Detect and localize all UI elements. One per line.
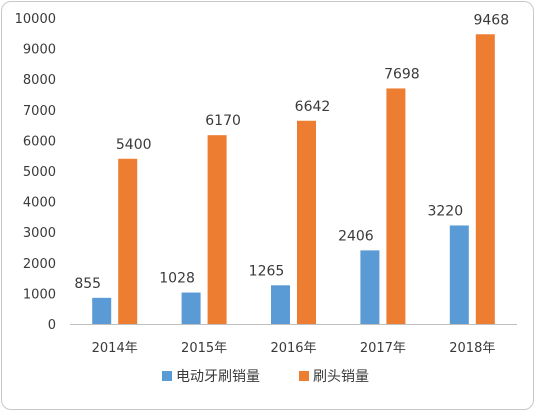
data-label-s1-3: 7698 (384, 66, 420, 82)
bar-s0-0 (92, 297, 112, 324)
y-tick-label-9: 9000 (23, 43, 56, 58)
data-label-s0-1: 1028 (159, 271, 195, 287)
y-tick-label-5: 5000 (23, 165, 56, 180)
bar-s1-3 (386, 88, 406, 325)
y-tick-label-10: 10000 (15, 12, 56, 27)
legend-swatch-0 (162, 371, 172, 381)
bar-s0-2 (271, 285, 290, 324)
y-axis-ticks: 0 1000 2000 3000 4000 5000 6000 7000 8000 9000 100… (15, 12, 56, 333)
bar-s1-0 (118, 158, 138, 324)
y-tick-label-0: 0 (48, 318, 56, 333)
y-tick-label-4: 4000 (23, 196, 56, 211)
x-tick-label-1: 2015年 (181, 341, 227, 356)
y-tick-label-3: 3000 (23, 226, 56, 241)
bar-s1-1 (207, 135, 227, 324)
y-tick-label-8: 8000 (23, 73, 56, 88)
data-label-s0-2: 1265 (249, 263, 285, 279)
data-label-s1-1: 6170 (205, 113, 241, 129)
data-label-s0-0: 855 (74, 276, 101, 292)
x-axis-ticks: 2014年 2015年 2016年 2017年 2018年 (92, 341, 496, 356)
bar-s0-4 (449, 225, 469, 324)
bar-s0-1 (181, 292, 201, 324)
data-label-s0-4: 3220 (427, 203, 463, 219)
x-tick-label-3: 2017年 (360, 341, 406, 356)
data-labels-group: 855 5400 1028 6170 1265 6642 2406 7698 3220 9468 (74, 12, 509, 292)
x-tick-label-0: 2014年 (92, 341, 138, 356)
bar-s1-2 (297, 120, 316, 325)
y-tick-label-6: 6000 (23, 134, 56, 149)
legend-label-0: 电动牙刷销量 (176, 369, 260, 385)
y-tick-label-1: 1000 (23, 287, 56, 302)
x-tick-label-2: 2016年 (270, 341, 316, 356)
bar-s1-4 (475, 34, 495, 324)
legend-label-1: 刷头销量 (313, 369, 369, 385)
y-tick-label-7: 7000 (23, 104, 56, 119)
data-label-s1-2: 6642 (295, 99, 331, 115)
legend: 电动牙刷销量 刷头销量 (162, 369, 369, 385)
x-tick-label-4: 2018年 (449, 341, 495, 356)
legend-swatch-1 (299, 371, 309, 381)
bar-s0-3 (360, 250, 380, 324)
data-label-s1-0: 5400 (116, 137, 152, 153)
y-tick-label-2: 2000 (23, 257, 56, 272)
data-label-s1-4: 9468 (473, 12, 509, 28)
bars-group (92, 34, 495, 325)
data-label-s0-3: 2406 (338, 228, 374, 244)
